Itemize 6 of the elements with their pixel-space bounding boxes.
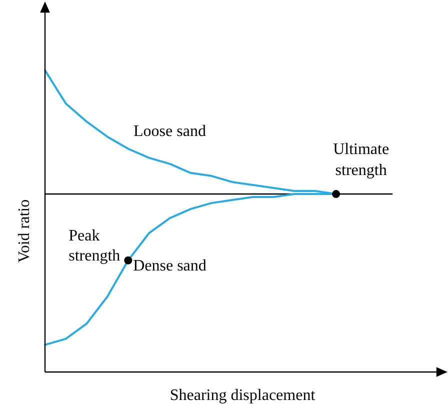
series-label: Loose sand	[134, 123, 206, 140]
annotation: Peak strength	[68, 228, 120, 265]
y-axis-title: Void ratio	[16, 199, 34, 263]
x-axis-title: Shearing displacement	[170, 387, 316, 404]
annotation: Ultimate strength	[333, 141, 390, 180]
series-label: Dense sand	[133, 257, 206, 274]
